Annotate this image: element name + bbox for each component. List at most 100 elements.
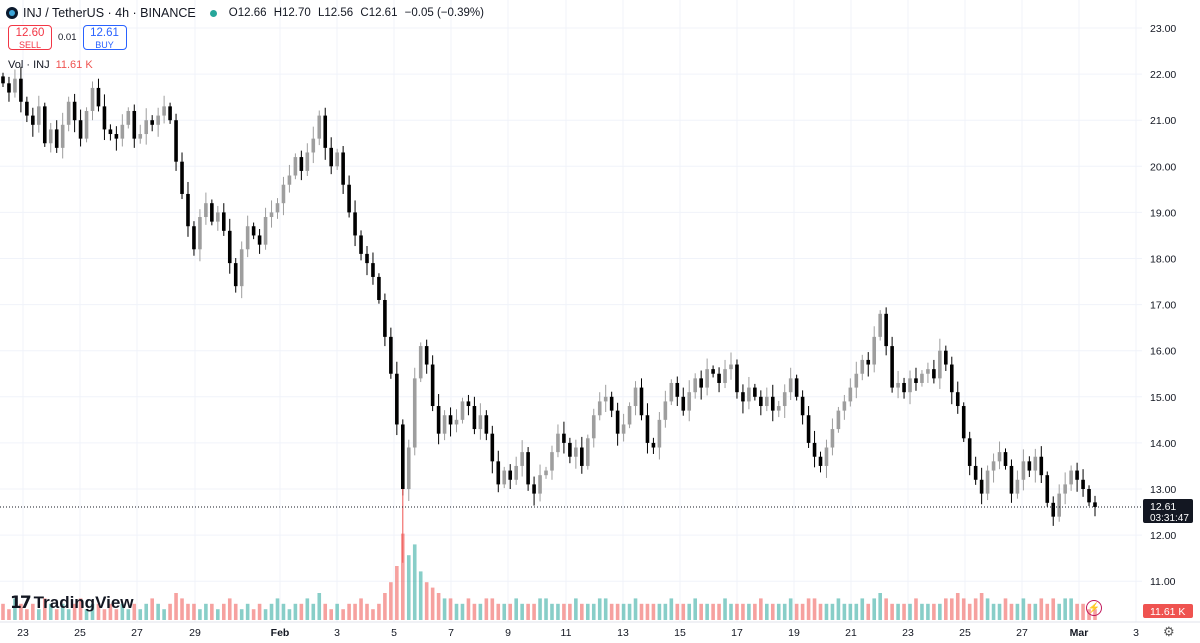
volume-bar xyxy=(454,603,459,620)
ohlc-values: O12.66 H12.70 L12.56 C12.61 −0.05 (−0.39… xyxy=(228,7,484,19)
candle-body xyxy=(401,424,405,489)
candle-body xyxy=(323,115,328,148)
candle-body xyxy=(1069,470,1073,485)
candle-body xyxy=(711,369,715,374)
volume-badge: 11.61 K xyxy=(1143,604,1193,618)
candle-body xyxy=(96,87,101,107)
volume-bar xyxy=(1015,603,1020,620)
candle-body xyxy=(150,120,154,125)
volume-bar xyxy=(490,598,495,620)
open-value: 12.66 xyxy=(237,7,267,19)
time-tick-label: 25 xyxy=(74,627,86,639)
volume-bar xyxy=(824,603,829,620)
candle-body xyxy=(663,401,668,420)
candle-body xyxy=(90,87,95,111)
volume-bar xyxy=(60,603,65,620)
lightning-icon[interactable]: ⚡ xyxy=(1086,600,1102,616)
candle-body xyxy=(383,299,387,337)
candle-body xyxy=(84,110,89,139)
volume-bar xyxy=(699,603,703,620)
candle-body xyxy=(621,424,626,434)
volume-legend[interactable]: Vol · INJ 11.61 K xyxy=(8,59,93,71)
volume-bar xyxy=(938,603,942,620)
volume-bar xyxy=(890,603,894,620)
volume-bar xyxy=(770,603,775,620)
volume-bar xyxy=(711,603,715,620)
volume-bar xyxy=(395,566,399,620)
candle-body xyxy=(729,364,733,370)
volume-bar xyxy=(19,603,23,620)
candle-body xyxy=(627,406,632,425)
volume-bar xyxy=(204,603,208,620)
price-tick-label: 14.00 xyxy=(1150,438,1176,450)
buy-button[interactable]: 12.61 BUY xyxy=(82,25,127,50)
volume-bar xyxy=(979,593,984,620)
volume-bar xyxy=(693,598,697,620)
candle-body xyxy=(174,120,178,162)
volume-bar xyxy=(836,598,841,620)
inj-coin-icon xyxy=(6,7,18,19)
volume-bar xyxy=(603,598,608,620)
price-axis[interactable]: 11.00 12.00 13.00 14.00 15.00 16.00 17.00 18.00… xyxy=(1150,23,1176,588)
candle-body xyxy=(836,410,841,430)
volume-bar xyxy=(275,598,280,620)
volume-bar xyxy=(293,603,298,620)
candle-body xyxy=(37,106,41,125)
candle-body xyxy=(19,78,23,102)
candle-body xyxy=(281,184,286,204)
price-tick-label: 23.00 xyxy=(1150,23,1176,35)
time-tick-label: 21 xyxy=(845,627,857,639)
volume-bar xyxy=(448,598,453,620)
volume-bar xyxy=(353,603,357,620)
volume-bar xyxy=(615,603,620,620)
candle-body xyxy=(293,157,298,176)
volume-bar xyxy=(114,609,119,620)
volume-bar xyxy=(949,598,954,620)
time-axis[interactable]: 23 25 27 29 Feb 3 5 7 9 11 13 15 17 19 21 23 25 27 Mar 3 xyxy=(0,621,1200,639)
candle-body xyxy=(263,217,268,245)
volume-bar xyxy=(418,571,423,620)
last-price-badge: 12.61 03:31:47 xyxy=(1143,498,1193,524)
candle-body xyxy=(216,212,220,222)
candle-body xyxy=(138,134,143,139)
volume-bar xyxy=(389,582,393,620)
volume-bar xyxy=(1003,598,1008,620)
volume-bar xyxy=(257,603,262,620)
candle-body xyxy=(472,406,477,430)
volume-bar xyxy=(1075,603,1079,620)
symbol-title[interactable]: INJ / TetherUS · 4h · BINANCE xyxy=(23,6,196,20)
price-tick-label: 17.00 xyxy=(1150,300,1176,312)
settings-gear-icon[interactable]: ⚙ xyxy=(1163,624,1175,639)
candle-body xyxy=(478,415,483,430)
candle-body xyxy=(526,452,530,485)
candle-body xyxy=(759,396,763,407)
volume-bar xyxy=(377,603,381,620)
candle-body xyxy=(269,212,274,218)
candle-body xyxy=(60,124,65,148)
tradingview-logo[interactable]: 17 TradingView xyxy=(10,593,134,613)
last-price-label: 12.61 xyxy=(1150,501,1176,513)
volume-bar xyxy=(991,603,996,620)
volume-bar xyxy=(1027,603,1032,620)
candle-body xyxy=(335,152,339,167)
candles xyxy=(1,66,1097,563)
volume-bar xyxy=(37,609,41,620)
volume-bar xyxy=(102,609,107,620)
volume-bar xyxy=(932,603,936,620)
volume-bar xyxy=(305,598,310,620)
volume-bar xyxy=(902,603,906,620)
candle-body xyxy=(1,76,5,84)
volume-bar xyxy=(532,603,536,620)
time-tick-label: 17 xyxy=(731,627,743,639)
volume-bar xyxy=(287,609,292,620)
candle-body xyxy=(914,378,918,383)
candle-body xyxy=(48,129,53,144)
volume-bar xyxy=(782,603,787,620)
candle-body xyxy=(591,415,596,439)
volume-bar xyxy=(1045,603,1050,620)
sell-button[interactable]: 12.60 SELL xyxy=(8,25,52,50)
candle-body xyxy=(245,226,250,250)
market-status-icon[interactable] xyxy=(209,9,217,17)
candle-body xyxy=(275,203,280,213)
